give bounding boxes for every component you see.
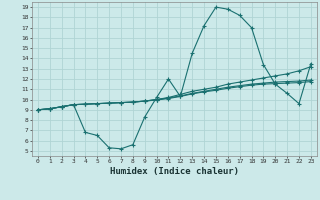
X-axis label: Humidex (Indice chaleur): Humidex (Indice chaleur) [110,167,239,176]
